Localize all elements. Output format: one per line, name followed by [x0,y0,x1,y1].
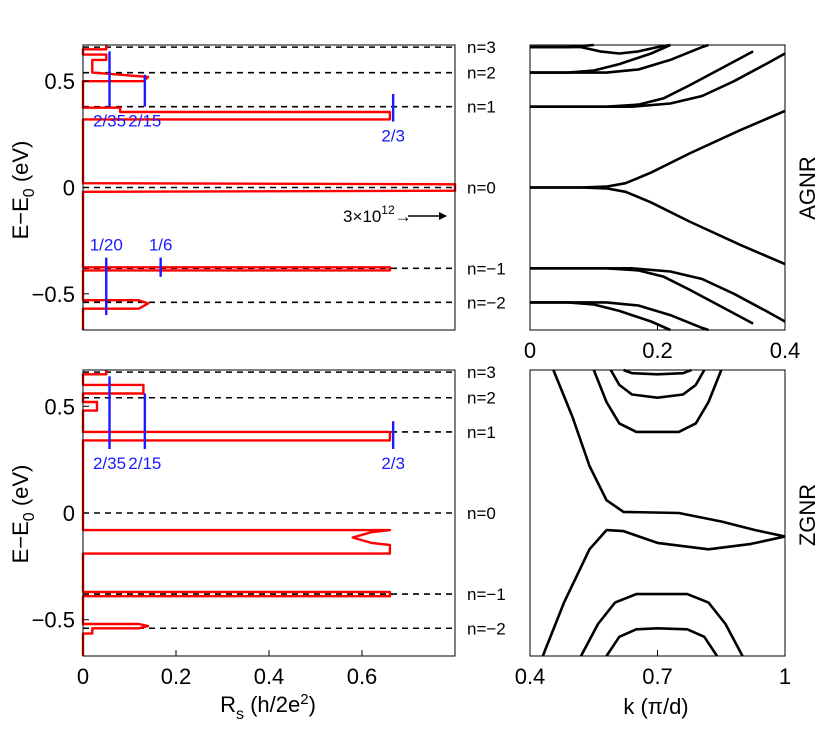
zgnr-label: ZGNR [795,484,820,546]
axis-ticks: 0.5 0 −0.5 0 0.2 0.4 0.6 [32,394,378,689]
series-line-3 [530,52,786,108]
x-tick-label-0: 0 [524,338,536,363]
resistance-series [81,370,392,656]
zgnr-resistance-panel: 2/35 2/15 2/3 0.5 0 −0.5 0 0.2 0.4 0.6 [32,369,456,689]
y-tick-label-0: 0.5 [44,394,75,419]
level-label-3: n=0 [467,179,496,198]
axes-frame [529,369,786,657]
series-line-0 [552,369,786,538]
series-line-5 [579,592,744,657]
series-line-0 [530,109,786,189]
y-tick-label-2: −0.5 [32,608,75,633]
axes-frame [529,44,786,331]
plateau-markers: 2/35 2/15 2/3 [93,376,405,473]
level-label-4: n=−1 [467,259,506,278]
x-tick-label-2: 0.4 [770,338,801,363]
xlabel-right: k (π/d) [623,694,688,719]
x-tick-label-2: 1 [779,664,791,689]
plateau-label-2: 2/3 [381,454,405,473]
annotation-exponent: 12 [381,203,395,217]
x-tick-label-3: 0.6 [347,664,378,689]
level-label-2: n=1 [467,98,496,117]
level-labels-bottom: n=3 n=2 n=1 n=0 n=−1 n=−2 [467,363,506,638]
series-line-3 [609,369,706,399]
axis-ticks: 0.5 0 −0.5 [32,69,89,307]
ylabel-bottom: E−E0 (eV) [8,465,38,564]
level-label-5: n=−2 [467,619,506,638]
series-line-9 [530,267,786,323]
y-tick-label-1: 0 [63,176,75,201]
series-line-2 [592,369,723,434]
x-tick-label-0: 0.4 [515,664,546,689]
axes-frame [82,369,456,657]
series-line-7 [530,43,671,55]
series-line-1 [541,528,786,657]
x-tick-label-1: 0.2 [161,664,192,689]
agnr-resistance-panel: 2/35 2/15 2/3 1/20 1/6 0.5 0 −0.5 3×1012→ [32,44,457,331]
level-label-4: n=−1 [467,585,506,604]
level-label-3: n=0 [467,504,496,523]
level-lines [83,46,455,304]
series-line-5 [530,43,709,74]
band-series [541,368,786,657]
series-line-6 [605,627,719,657]
agnr-label: AGNR [795,156,820,220]
plateau-label-3: 1/20 [90,236,123,255]
axis-ticks: 0 0.2 0.4 [524,324,800,363]
zgnr-band-panel: 0.4 0.7 1 ZGNR [515,368,820,689]
level-label-0: n=3 [467,38,496,57]
level-label-5: n=−2 [467,293,506,312]
series-line-11 [530,301,709,332]
x-tick-label-2: 0.4 [254,664,285,689]
annotation-base: 3×10 [343,207,381,226]
y-tick-label-1: 0 [63,501,75,526]
series-line-0 [81,370,392,656]
series-line-2 [530,50,754,108]
scale-annotation: 3×1012→ [343,203,412,226]
x-tick-label-0: 0 [77,664,89,689]
series-line-4 [623,368,692,376]
plateau-label-0: 2/35 [93,112,126,131]
plateau-label-0: 2/35 [93,454,126,473]
level-label-1: n=2 [467,389,496,408]
plateau-label-4: 1/6 [149,236,173,255]
level-lines [83,371,455,630]
plateau-label-1: 2/15 [128,454,161,473]
plateau-label-2: 2/3 [381,127,405,146]
x-tick-label-1: 0.7 [642,664,673,689]
series-line-8 [530,267,754,325]
xlabel-left: Rs (h/2e2) [220,691,316,723]
y-tick-label-0: 0.5 [44,69,75,94]
band-series [530,43,786,332]
ylabel-top: E−E0 (eV) [8,141,38,240]
agnr-band-panel: 0 0.2 0.4 AGNR [524,43,820,363]
series-line-1 [530,186,786,266]
level-label-1: n=2 [467,64,496,83]
axis-ticks: 0.4 0.7 1 [515,650,791,689]
x-tick-label-1: 0.2 [642,338,673,363]
axes-frame [82,44,456,331]
series-line-10 [530,301,671,332]
annotation-arrow: → [395,207,412,226]
plateau-markers: 2/35 2/15 2/3 1/20 1/6 [90,51,405,316]
level-labels-top: n=3 n=2 n=1 n=0 n=−1 n=−2 [467,38,506,312]
level-label-0: n=3 [467,363,496,382]
y-tick-label-2: −0.5 [32,282,75,307]
level-label-2: n=1 [467,423,496,442]
plateau-label-1: 2/15 [128,112,161,131]
